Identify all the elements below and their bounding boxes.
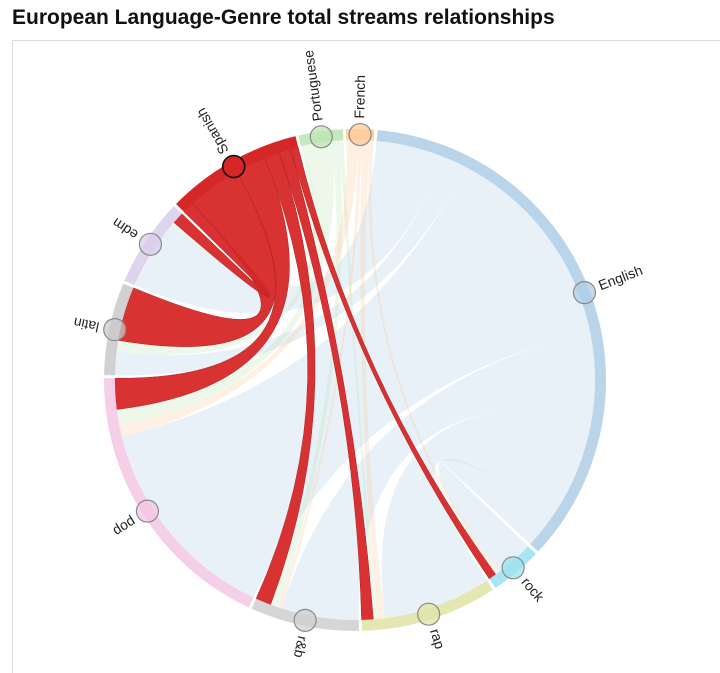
label-french: French bbox=[351, 75, 368, 119]
handle-rock[interactable] bbox=[501, 556, 525, 580]
arc-english[interactable] bbox=[376, 130, 606, 552]
handle-rap[interactable] bbox=[417, 602, 441, 626]
label-rock: rock bbox=[518, 574, 548, 605]
handle-french[interactable] bbox=[348, 122, 372, 147]
ribbon-english-rap[interactable] bbox=[381, 408, 593, 619]
arc-spanish[interactable] bbox=[176, 136, 299, 212]
label-r-b: r&b bbox=[291, 635, 311, 660]
label-spanish: Spanish bbox=[193, 105, 232, 157]
ribbon-english-pop[interactable] bbox=[121, 167, 591, 598]
arc-pop[interactable] bbox=[103, 378, 254, 608]
label-english: English bbox=[596, 262, 645, 293]
ribbons-layer bbox=[114, 140, 595, 621]
ribbon-spanish-rap[interactable] bbox=[278, 148, 374, 621]
label-latin: latin bbox=[72, 314, 100, 335]
ribbon-spanish-edm[interactable] bbox=[173, 203, 270, 298]
handles-layer bbox=[103, 122, 597, 632]
handle-portuguese[interactable] bbox=[309, 125, 333, 149]
handle-spanish[interactable] bbox=[221, 154, 246, 179]
ribbon-english-edm[interactable] bbox=[134, 140, 445, 314]
chart-panel: English rock rap r&b pop latin edm Spanish Portu… bbox=[12, 40, 720, 673]
ribbon-portuguese-rap[interactable] bbox=[339, 140, 378, 620]
handle-pop[interactable] bbox=[135, 499, 160, 523]
handle-latin[interactable] bbox=[103, 318, 127, 342]
label-rap: rap bbox=[427, 627, 448, 651]
ribbon-english-latin[interactable] bbox=[115, 157, 467, 376]
ribbon-english-rock[interactable] bbox=[438, 458, 555, 573]
chord-diagram: English rock rap r&b pop latin edm Spanish Portu… bbox=[72, 49, 645, 660]
label-pop: pop bbox=[110, 514, 138, 540]
handle-english[interactable] bbox=[572, 281, 597, 305]
arc-rap[interactable] bbox=[361, 580, 493, 631]
label-edm: edm bbox=[109, 215, 141, 243]
handle-edm[interactable] bbox=[138, 232, 163, 256]
chart-title: European Language-Genre total streams re… bbox=[12, 6, 555, 29]
ribbon-french-rap[interactable] bbox=[360, 140, 386, 619]
label-portuguese: Portuguese bbox=[300, 49, 326, 122]
handle-r-b[interactable] bbox=[293, 608, 317, 632]
